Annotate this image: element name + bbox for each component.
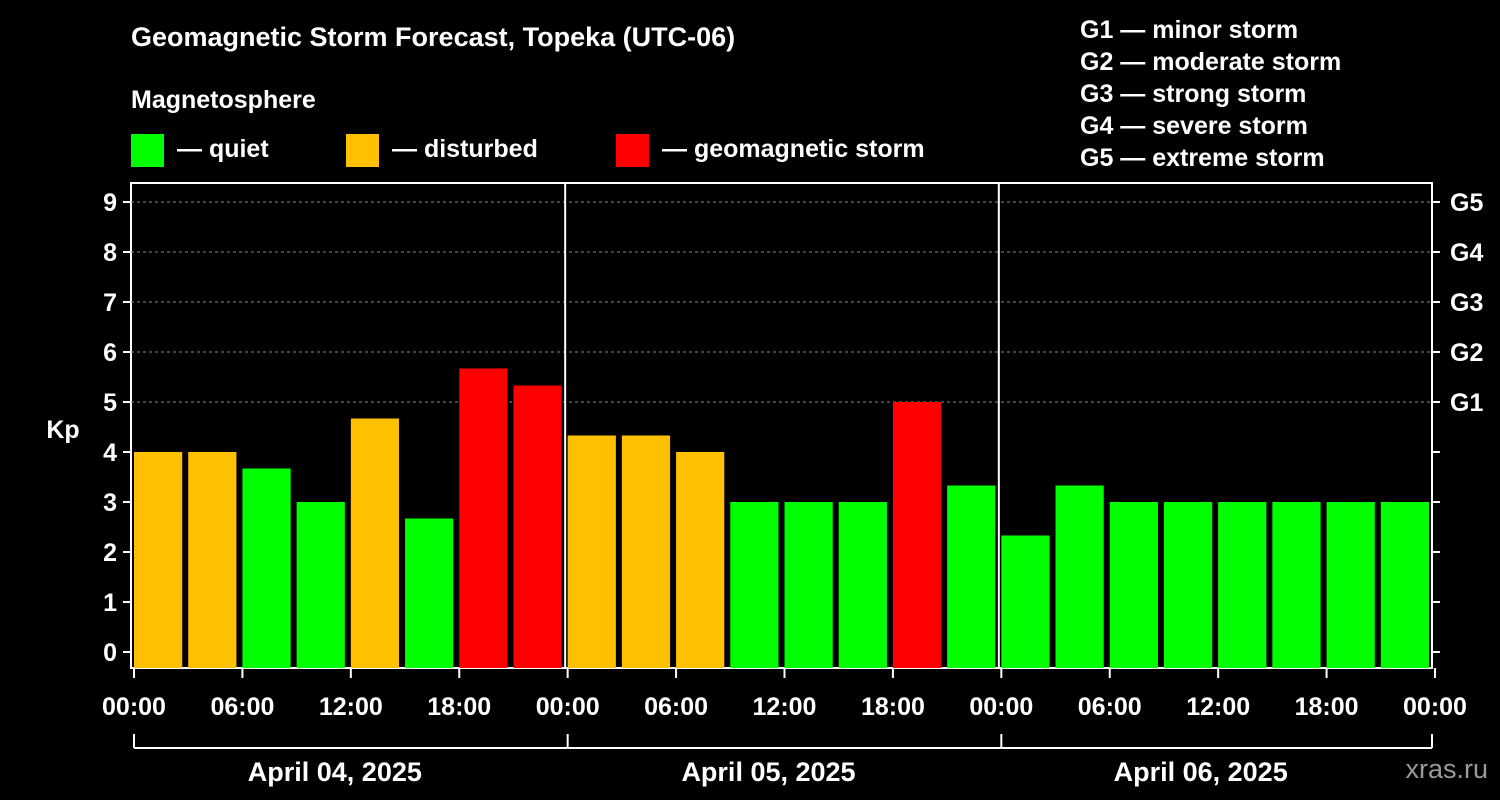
- bar-quiet: [947, 485, 996, 668]
- bar-disturbed: [134, 452, 183, 668]
- x-tick-label: 06:00: [210, 693, 274, 721]
- y-tick-label: 0: [103, 639, 117, 667]
- watermark: xras.ru: [1405, 754, 1488, 784]
- bar-storm: [513, 385, 562, 668]
- day-label: April 04, 2025: [248, 757, 422, 787]
- y-tick-label: 8: [103, 239, 117, 267]
- legend-label-quiet: — quiet: [177, 135, 269, 163]
- bar-disturbed: [567, 435, 616, 668]
- x-tick-label: 12:00: [753, 693, 817, 721]
- x-tick-label: 00:00: [969, 693, 1033, 721]
- bar-quiet: [838, 502, 887, 668]
- y-tick-label: 7: [103, 289, 117, 317]
- x-tick-label: 18:00: [1295, 693, 1359, 721]
- bar-disturbed: [676, 452, 725, 668]
- x-tick-label: 06:00: [1078, 693, 1142, 721]
- bar-storm: [892, 402, 942, 668]
- y-tick-label: 9: [103, 189, 117, 217]
- right-axis-label-g2: G2: [1450, 339, 1483, 367]
- bar-quiet: [296, 502, 345, 668]
- storm-scale-legend: G1 — minor storm G2 — moderate storm G3 …: [1080, 14, 1341, 174]
- right-axis-label-g1: G1: [1450, 389, 1483, 417]
- legend-swatch-disturbed: [346, 134, 379, 167]
- x-tick-label: 18:00: [861, 693, 925, 721]
- x-tick-label: 00:00: [536, 693, 600, 721]
- x-tick-label: 00:00: [1403, 693, 1467, 721]
- x-tick-label: 18:00: [427, 693, 491, 721]
- bar-quiet: [1218, 502, 1267, 668]
- day-label: April 05, 2025: [681, 757, 855, 787]
- storm-scale-g3: G3 — strong storm: [1080, 80, 1307, 108]
- bar-disturbed: [621, 435, 671, 668]
- storm-scale-g4: G4 — severe storm: [1080, 112, 1308, 140]
- bar-quiet: [1109, 502, 1158, 668]
- y-tick-label: 1: [103, 589, 117, 617]
- x-tick-label: 00:00: [102, 693, 166, 721]
- bar-storm: [459, 368, 508, 668]
- y-tick-label: 4: [103, 439, 117, 467]
- bar-quiet: [405, 518, 454, 668]
- y-tick-label: 6: [103, 339, 117, 367]
- y-tick-label: 5: [103, 389, 117, 417]
- bar-disturbed: [188, 452, 237, 668]
- right-axis-label-g3: G3: [1450, 289, 1483, 317]
- plot-frame: [130, 182, 1433, 669]
- storm-scale-g1: G1 — minor storm: [1080, 16, 1299, 44]
- y-tick-label: 3: [103, 489, 117, 517]
- bar-quiet: [1001, 535, 1050, 668]
- bar-quiet: [1380, 502, 1429, 668]
- bar-quiet: [730, 502, 779, 668]
- y-tick-label: 2: [103, 539, 117, 567]
- y-axis-label: Kp: [46, 416, 79, 444]
- bar-quiet: [1055, 485, 1104, 668]
- right-axis-label-g5: G5: [1450, 189, 1483, 217]
- bar-disturbed: [350, 418, 400, 668]
- day-label: April 06, 2025: [1114, 757, 1288, 787]
- bar-quiet: [1163, 502, 1213, 668]
- legend-label-storm: — geomagnetic storm: [662, 135, 925, 163]
- x-tick-label: 06:00: [644, 693, 708, 721]
- storm-scale-g2: G2 — moderate storm: [1080, 48, 1342, 76]
- x-tick-label: 12:00: [1186, 693, 1250, 721]
- bar-quiet: [1272, 502, 1321, 668]
- bar-quiet: [1326, 502, 1375, 668]
- right-axis-label-g4: G4: [1450, 239, 1483, 267]
- legend-swatch-storm: [616, 134, 649, 167]
- bar-quiet: [242, 468, 291, 668]
- x-tick-label: 12:00: [319, 693, 383, 721]
- legend-title: Magnetosphere: [131, 86, 316, 114]
- storm-scale-g5: G5 — extreme storm: [1080, 144, 1325, 172]
- chart-title: Geomagnetic Storm Forecast, Topeka (UTC-…: [131, 22, 736, 52]
- legend-label-disturbed: — disturbed: [392, 135, 538, 163]
- bar-quiet: [784, 502, 833, 668]
- legend-swatch-quiet: [131, 134, 164, 167]
